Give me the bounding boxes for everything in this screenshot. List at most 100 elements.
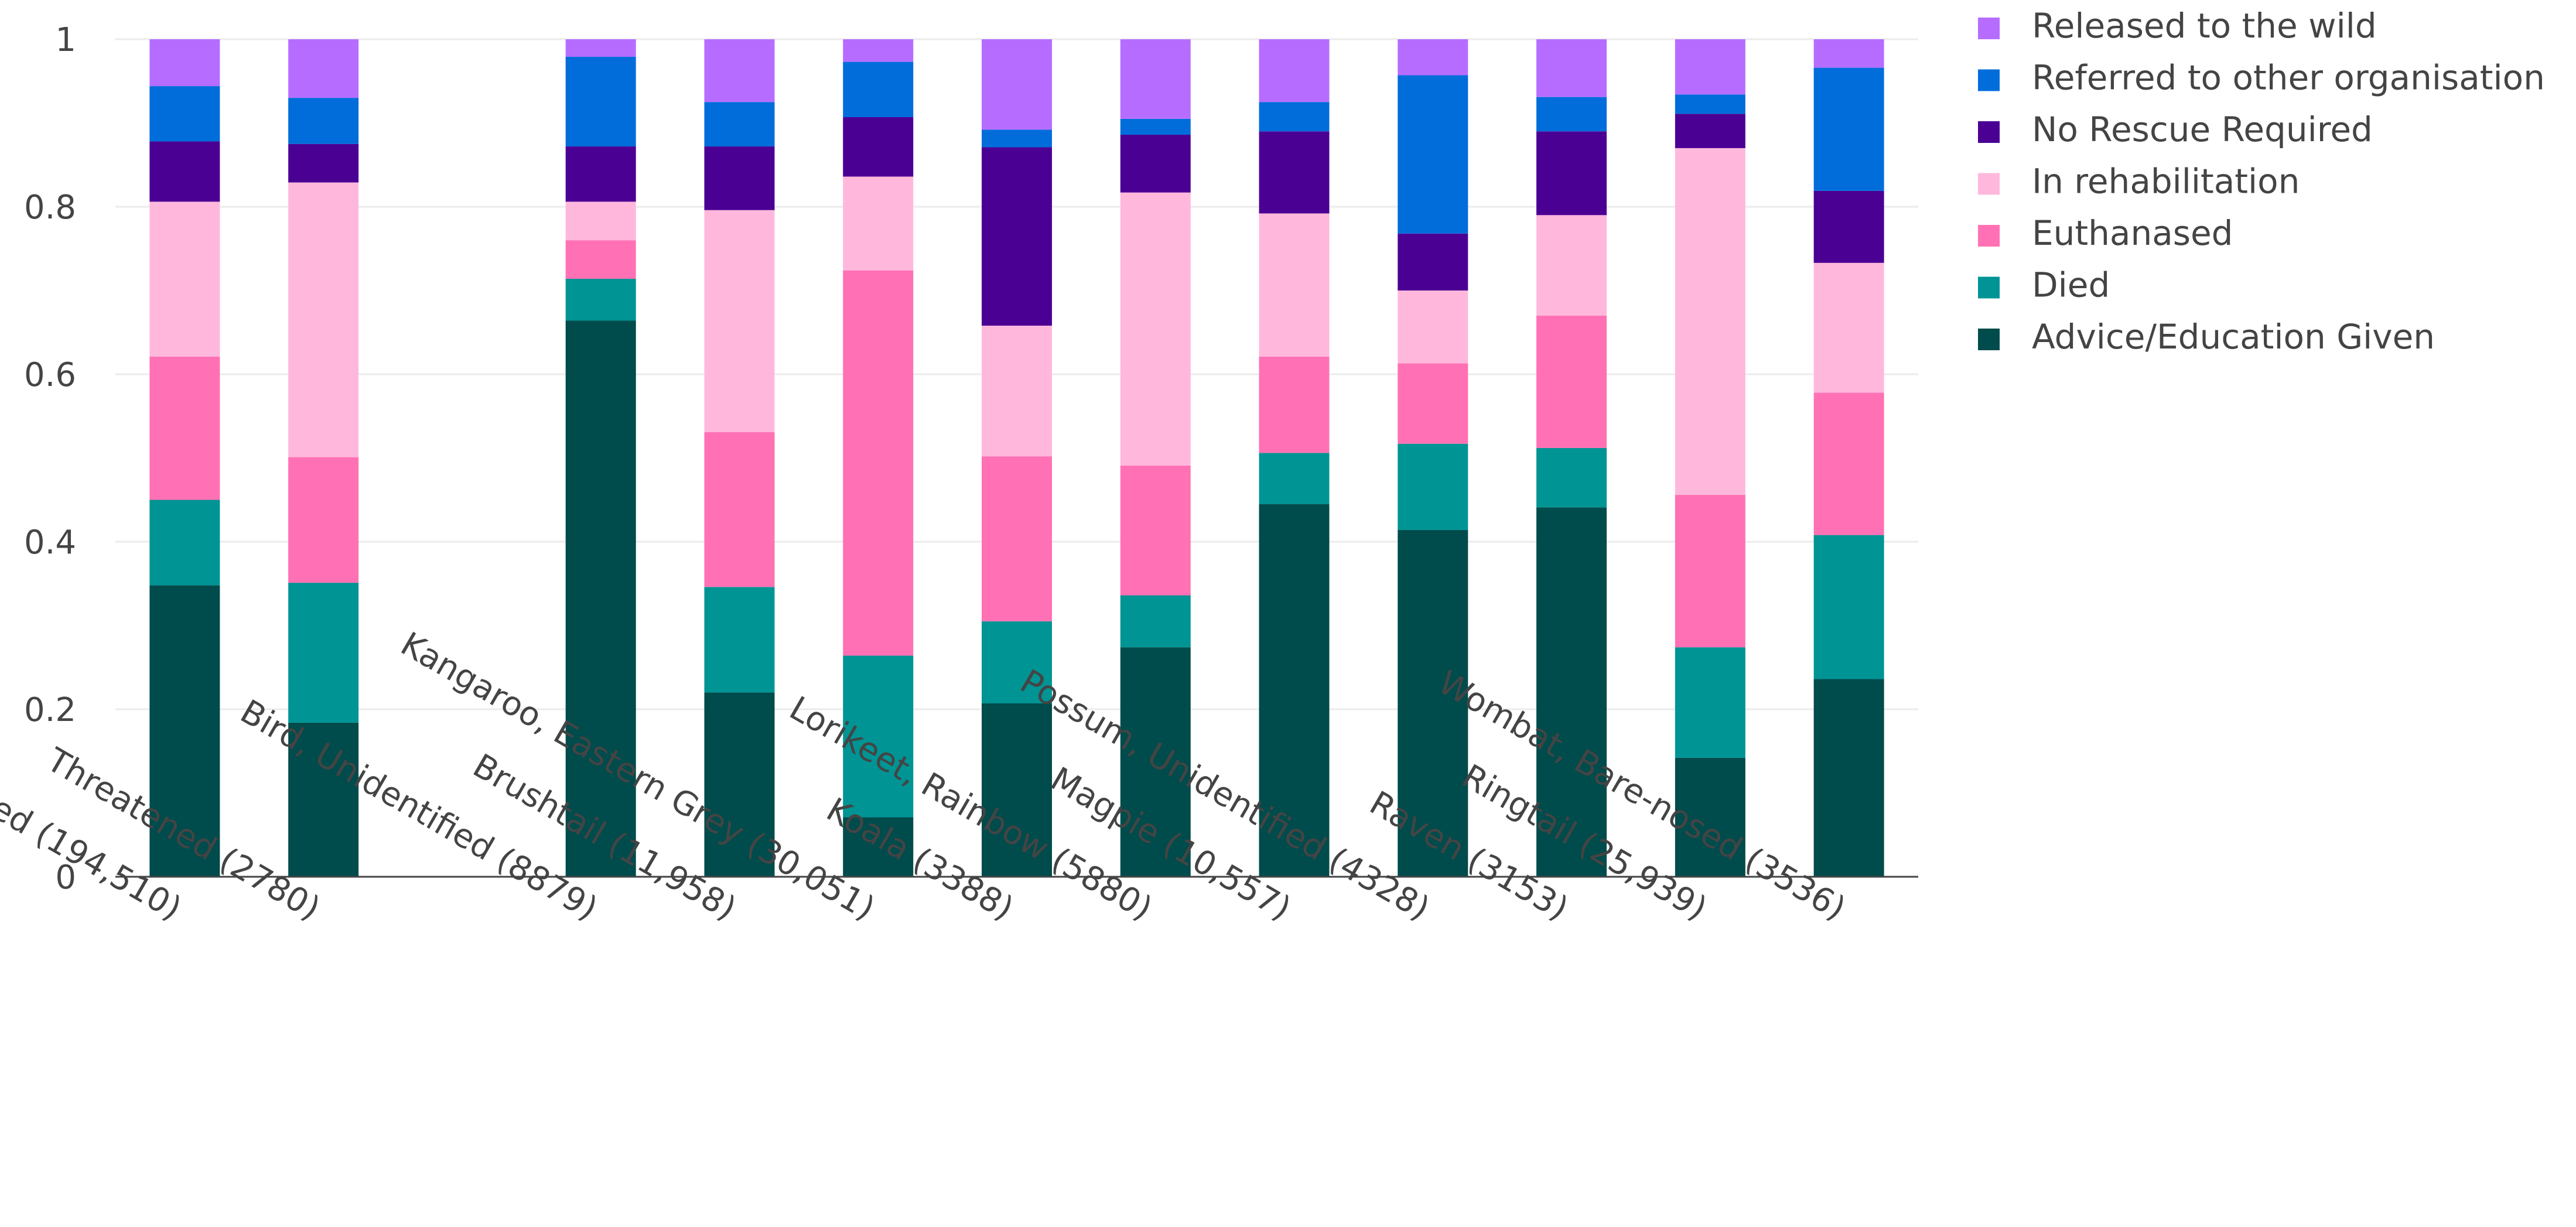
bar-stack-ringtail-25-939 (1675, 39, 1745, 877)
bar-segment-advice-education-given (288, 722, 359, 877)
bar-segment-advice-education-given (149, 585, 220, 877)
bar-segment-euthanased (982, 456, 1052, 621)
bar-segment-no-rescue-required (1813, 190, 1884, 263)
bar-segment-euthanased (1536, 315, 1607, 448)
bar-segment-euthanased (565, 240, 636, 279)
legend-swatch (1978, 121, 2000, 143)
bar-segment-in-rehabilitation (1398, 290, 1468, 364)
bar-segment-advice-education-given (982, 703, 1052, 877)
bar-segment-advice-education-given (1120, 647, 1191, 877)
bar-segment-referred-to-other-organisation (565, 57, 636, 147)
legend-label: Released to the wild (2032, 6, 2377, 46)
bar-segment-died (843, 655, 914, 818)
bar-segment-euthanased (704, 432, 775, 587)
legend-swatch (1978, 69, 2000, 91)
bar-segment-referred-to-other-organisation (288, 98, 359, 144)
bar-segment-advice-education-given (1398, 529, 1468, 877)
bar-segment-no-rescue-required (1675, 114, 1745, 148)
bar-segment-died (1813, 535, 1884, 679)
bar-segment-referred-to-other-organisation (1675, 94, 1745, 114)
bar-segment-no-rescue-required (1536, 131, 1607, 216)
bar-segment-referred-to-other-organisation (1259, 102, 1330, 132)
bar-segment-died (565, 278, 636, 321)
bar-segment-in-rehabilitation (1536, 215, 1607, 316)
legend-item-in-rehabilitation: In rehabilitation (1978, 162, 2300, 201)
legend-label: Referred to other organisation (2032, 58, 2545, 98)
bar-segment-in-rehabilitation (704, 210, 775, 432)
legend-item-no-rescue-required: No Rescue Required (1978, 110, 2373, 149)
bar-segment-no-rescue-required (704, 146, 775, 210)
bar-segment-advice-education-given (1536, 507, 1607, 877)
bar-segment-euthanased (1813, 392, 1884, 535)
bar-segment-advice-education-given (704, 692, 775, 877)
y-tick-label: 0.8 (24, 189, 76, 227)
y-axis-tick-labels: 0 0.2 0.4 0.6 0.8 1 (24, 21, 76, 897)
bar-segment-in-rehabilitation (1259, 213, 1330, 357)
bar-segment-referred-to-other-organisation (1813, 67, 1884, 191)
legend-swatch (1978, 329, 2000, 350)
bar-segment-in-rehabilitation (288, 182, 359, 457)
bar-segment-in-rehabilitation (149, 201, 220, 357)
bar-segment-euthanased (1398, 363, 1468, 444)
bar-segment-released-to-the-wild (1536, 39, 1607, 97)
bars (149, 39, 1884, 877)
legend-item-advice-education-given: Advice/Education Given (1978, 317, 2435, 357)
bar-segment-died (288, 583, 359, 723)
bar-segment-died (1259, 453, 1330, 504)
bar-segment-advice-education-given (565, 320, 636, 877)
bar-segment-euthanased (1675, 494, 1745, 648)
bar-segment-in-rehabilitation (1120, 192, 1191, 466)
bar-segment-no-rescue-required (1259, 131, 1330, 214)
y-tick-label: 0.4 (24, 524, 76, 562)
y-tick-label: 0.6 (24, 356, 76, 394)
legend-label: Died (2032, 265, 2110, 305)
bar-segment-no-rescue-required (982, 147, 1052, 326)
bar-segment-advice-education-given (1813, 679, 1884, 877)
bar-segment-no-rescue-required (1398, 233, 1468, 290)
bar-stack-threatened-2780 (288, 39, 359, 877)
legend-swatch (1978, 225, 2000, 247)
bar-segment-died (1120, 595, 1191, 648)
bar-segment-referred-to-other-organisation (1398, 75, 1468, 234)
legend-label: Euthanased (2032, 213, 2233, 253)
bar-segment-released-to-the-wild (1120, 39, 1191, 119)
bar-segment-released-to-the-wild (982, 39, 1052, 130)
y-tick-label: 0 (55, 859, 76, 897)
legend-item-released-to-the-wild: Released to the wild (1978, 6, 2377, 46)
bar-segment-died (1675, 647, 1745, 758)
bar-segment-released-to-the-wild (565, 39, 636, 57)
bar-stack-possum-unidentified-4328 (1398, 39, 1468, 877)
legend-label: No Rescue Required (2032, 110, 2373, 149)
bar-segment-released-to-the-wild (843, 39, 914, 62)
legend-item-euthanased: Euthanased (1978, 213, 2233, 253)
bar-stack-non-threatened-194-510 (149, 39, 220, 877)
bar-segment-released-to-the-wild (1398, 39, 1468, 76)
bar-segment-released-to-the-wild (1813, 39, 1884, 68)
bar-segment-released-to-the-wild (1675, 39, 1745, 95)
x-tick-label: Kangaroo, Eastern Grey (30,051) (394, 625, 881, 928)
bar-segment-died (982, 621, 1052, 703)
bar-segment-euthanased (843, 270, 914, 656)
y-tick-label: 1 (55, 21, 76, 59)
bar-segment-euthanased (149, 356, 220, 500)
bar-stack-kangaroo-eastern-grey-30-051 (843, 39, 914, 877)
bar-stack-lorikeet-rainbow-5880 (1120, 39, 1191, 877)
bar-stack-raven-3153 (1536, 39, 1607, 877)
legend-swatch (1978, 18, 2000, 39)
bar-segment-referred-to-other-organisation (704, 102, 775, 147)
bar-stack-wombat-bare-nosed-3536 (1813, 39, 1884, 877)
bar-segment-died (704, 587, 775, 693)
legend-label: In rehabilitation (2032, 162, 2300, 201)
bar-segment-advice-education-given (843, 817, 914, 877)
bar-segment-no-rescue-required (149, 141, 220, 202)
legend-label: Advice/Education Given (2032, 317, 2435, 357)
bar-segment-in-rehabilitation (843, 176, 914, 271)
bar-segment-died (1398, 443, 1468, 530)
bar-segment-in-rehabilitation (1675, 148, 1745, 495)
bar-segment-referred-to-other-organisation (843, 61, 914, 117)
bar-segment-no-rescue-required (843, 117, 914, 177)
bar-segment-in-rehabilitation (565, 201, 636, 241)
bar-segment-no-rescue-required (288, 143, 359, 183)
bar-segment-in-rehabilitation (982, 326, 1052, 457)
bar-segment-euthanased (1120, 465, 1191, 596)
